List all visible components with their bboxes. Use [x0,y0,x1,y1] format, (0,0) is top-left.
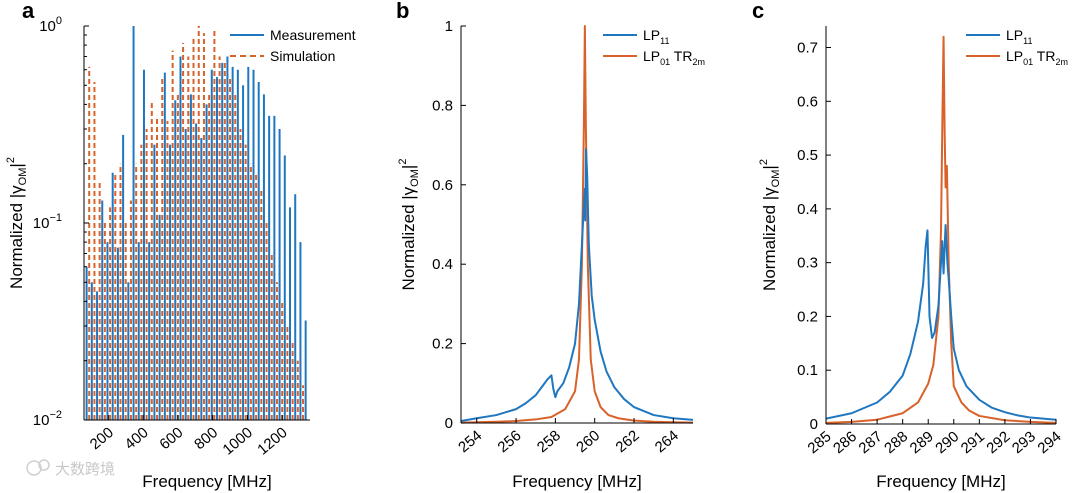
y-axis-label-bar: | [760,165,779,169]
legend-label-sub: 01 [660,57,670,67]
x-tick-label: 286 [830,428,860,457]
y-tick-label: 0.8 [432,97,453,114]
legend-label-1: LP01 TR2m [643,48,705,67]
series-line-1 [825,35,1057,424]
legend-label-main: LP [643,27,660,43]
y-tick-label: 0.4 [432,256,453,273]
legend-label-sub: 11 [1023,36,1032,46]
y-tick-exp: −1 [49,212,62,224]
y-tick-label: 0.4 [797,201,818,218]
y-tick-label: 0.6 [797,93,818,110]
panel-label-b: b [396,0,409,23]
x-tick-label: 290 [932,428,962,457]
y-tick-label: 0.1 [797,362,818,379]
x-tick-label: 293 [1009,428,1039,457]
y-axis-label-bar: | [7,163,26,167]
x-tick-label: 258 [534,427,564,456]
x-tick-label: 288 [881,428,911,457]
series-line-1 [460,25,694,424]
x-tick-label: 256 [495,427,525,456]
y-axis-label: Normalized |γOM|2 [758,159,782,291]
legend-label-sub: 01 [1023,57,1033,67]
panel-label-c: c [752,0,764,23]
watermark-logo-icon [26,460,42,476]
x-tick-label: 800 [191,424,221,453]
panel-b: 0 0.2 0.4 0.6 0.8 1 254 256 258 260 262 264 Frequenc… [396,0,705,491]
legend-label-mid: TR [670,48,692,64]
x-tick-label: 1000 [219,424,255,458]
y-tick-exp: −2 [49,409,62,421]
x-tick-label: 289 [907,428,937,457]
y-tick-label: 100 [39,15,62,35]
y-tick-label: 10−1 [33,212,62,232]
x-tick-label: 264 [652,427,682,456]
panel-label-a: a [22,0,35,23]
x-axis-label: Frequency [MHz] [876,472,1005,491]
y-axis-label-sup: 2 [758,159,770,165]
x-tick-label: 200 [87,424,117,453]
legend-label-main: LP [643,48,660,64]
x-tick-label: 260 [573,427,603,456]
y-tick-label: 1 [445,18,453,35]
x-tick-label: 600 [156,424,186,453]
x-axis-label: Frequency [MHz] [512,472,641,491]
y-tick-label: 0.7 [797,40,818,57]
y-axis-label-main: Normalized |γ [760,187,779,291]
y-axis-label-main: Normalized |γ [399,186,418,290]
panel-c: 00.10.20.30.40.50.60.7285286287288289290… [752,0,1068,491]
y-axis-label: Normalized |γOM|2 [397,159,421,291]
y-axis-label-main: Normalized |γ [7,185,26,289]
watermark-text: 大数跨境 [55,460,115,478]
y-tick-base: 10 [33,412,50,429]
x-tick-label: 262 [612,427,642,456]
series-line-0 [460,148,694,422]
x-tick-label: 1200 [254,424,290,458]
x-tick-label: 294 [1034,428,1064,457]
legend-label-0: Measurement [270,27,356,43]
y-tick-base: 10 [39,18,56,35]
legend-label-main: LP [1006,27,1023,43]
x-axis-label: Frequency [MHz] [142,472,271,491]
legend-label-mid: TR [1033,48,1055,64]
y-axis-label-sub: OM [17,168,29,186]
y-tick-base: 10 [33,215,50,232]
x-tick-label: 291 [958,428,988,457]
y-axis-label-sub: OM [409,169,421,187]
y-axis-label-bar: | [399,165,418,169]
watermark-logo-icon-2 [38,459,50,471]
legend-label-sub: 11 [660,36,669,46]
watermark: 大数跨境 [26,459,115,478]
legend-label-main: LP [1006,48,1023,64]
y-axis-label-sup: 2 [5,157,17,163]
x-tick-label: 400 [122,424,152,453]
y-tick-label: 0.5 [797,147,818,164]
y-tick-label: 0.3 [797,255,818,272]
y-tick-exp: 0 [56,15,62,27]
y-tick-label: 10−2 [33,409,62,429]
legend-label-1: LP01 TR2m [1006,48,1068,67]
y-axis-label: Normalized |γOM|2 [5,157,29,289]
x-tick-label: 287 [856,428,886,457]
y-tick-label: 0.2 [432,336,453,353]
y-tick-label: 0.2 [797,308,818,325]
y-tick-label: 0 [810,416,818,433]
y-axis-label-sup: 2 [397,159,409,165]
legend-label-0: LP11 [643,27,669,46]
legend-label-sub2: 2m [692,57,705,67]
y-tick-label: 0.6 [432,177,453,194]
legend-label-sub2: 2m [1055,57,1068,67]
x-tick-label: 254 [455,427,485,456]
x-tick-label: 292 [983,428,1013,457]
legend-label-0: LP11 [1006,27,1032,46]
legend-label-1: Simulation [270,48,335,64]
series-line-0 [825,224,1057,421]
y-tick-label: 0 [445,415,453,432]
y-axis-label-sub: OM [770,170,782,188]
